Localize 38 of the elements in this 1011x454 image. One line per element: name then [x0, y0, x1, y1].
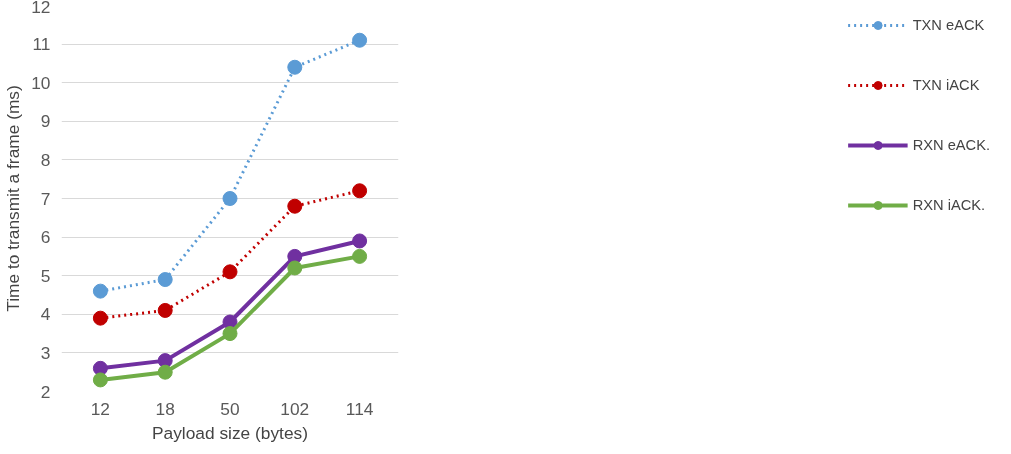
x-tick-label: 50	[220, 398, 240, 419]
point	[222, 326, 238, 342]
point	[157, 272, 173, 288]
point	[222, 191, 238, 206]
point	[157, 302, 173, 318]
point	[92, 372, 108, 388]
y-tick-label: 12	[31, 0, 51, 17]
y-tick-label: 4	[40, 304, 51, 325]
x-tick-label: 12	[90, 398, 111, 419]
y-tick-label: 7	[40, 188, 51, 209]
y-tick-label: 3	[40, 342, 51, 363]
legend-label: TXN iACK	[912, 77, 980, 93]
point	[287, 260, 303, 276]
point	[222, 264, 238, 280]
point	[157, 364, 173, 380]
y-tick-label: 9	[40, 111, 51, 132]
point	[352, 183, 368, 199]
point	[352, 32, 368, 48]
x-axis-title: Payload size (bytes)	[151, 422, 309, 443]
x-tick-label: 102	[280, 398, 310, 419]
point	[352, 248, 368, 264]
legend-label: RXN eACK.	[912, 137, 990, 153]
y-axis-title: Time to transmit a frame (ms)	[3, 85, 24, 312]
point	[352, 233, 368, 249]
y-tick-label: 5	[40, 265, 51, 286]
y-tick-label: 6	[40, 227, 51, 248]
point	[92, 310, 108, 326]
point	[287, 198, 303, 214]
legend-label: TXN eACK	[912, 17, 985, 33]
point	[287, 59, 303, 75]
y-tick-label: 10	[31, 72, 51, 93]
x-tick-label: 114	[345, 398, 374, 419]
legend-label: RXN iACK.	[912, 197, 986, 213]
point	[92, 283, 108, 299]
y-tick-label: 2	[40, 381, 51, 402]
y-tick-label: 11	[32, 34, 51, 55]
y-tick-label: 8	[40, 149, 51, 170]
x-tick-label: 18	[155, 398, 175, 419]
